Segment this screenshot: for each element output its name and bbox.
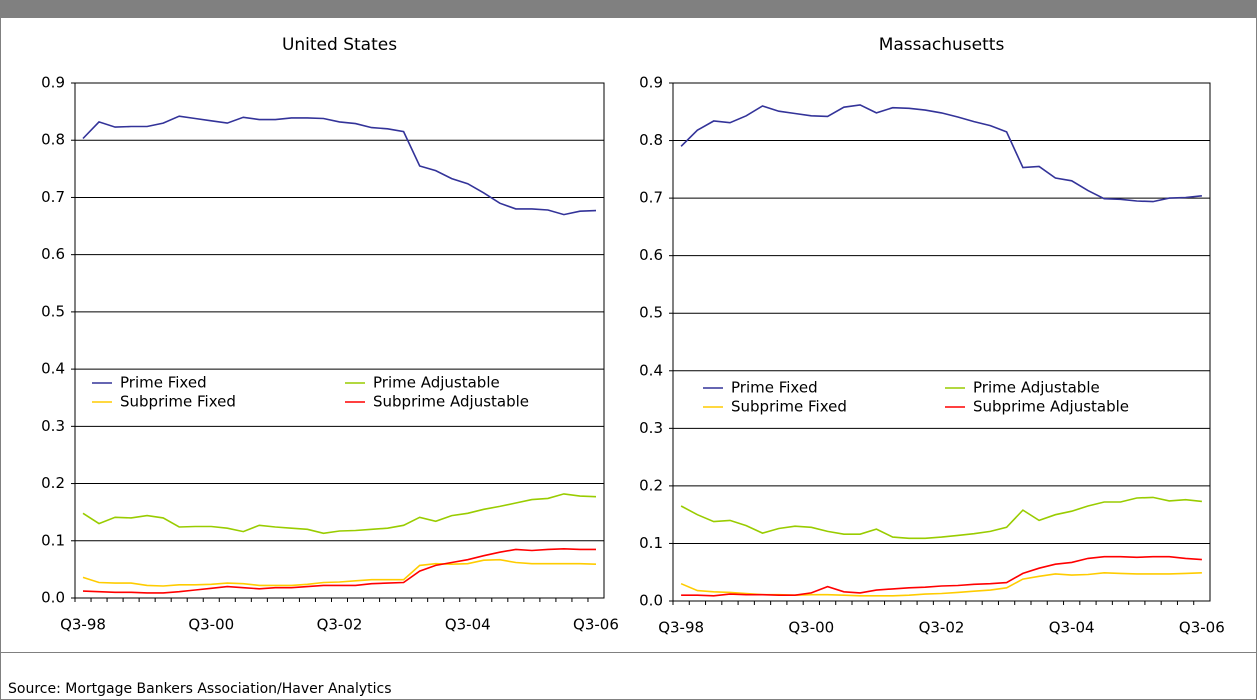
legend-label: Prime Fixed: [120, 374, 207, 392]
y-tick-label: 0.1: [41, 531, 65, 549]
y-tick-label: 0.3: [639, 419, 663, 437]
y-tick-label: 0.9: [41, 74, 65, 92]
legend-label: Prime Fixed: [731, 379, 818, 397]
chart-title: Massachusetts: [879, 35, 1005, 55]
series-line: [82, 493, 597, 535]
plot-area: [74, 82, 605, 599]
chart-title: United States: [282, 35, 397, 55]
source-note: Source: Mortgage Bankers Association/Hav…: [8, 681, 392, 697]
x-tick-label: Q3-06: [573, 616, 619, 634]
series-line: [680, 496, 1202, 540]
y-tick-label: 0.0: [639, 592, 663, 610]
series-line: [82, 547, 596, 594]
y-tick-label: 0.9: [639, 74, 663, 92]
y-tick-label: 0.2: [41, 474, 65, 492]
x-tick-label: Q3-04: [445, 616, 491, 634]
legend-label: Prime Adjustable: [973, 379, 1100, 397]
legend-label: Prime Adjustable: [373, 374, 500, 392]
x-tick-label: Q3-02: [919, 619, 965, 637]
series-line: [82, 558, 597, 587]
x-tick-label: Q3-00: [188, 616, 234, 634]
y-tick-label: 0.5: [41, 302, 65, 320]
y-tick-label: 0.8: [41, 131, 65, 149]
x-tick-label: Q3-02: [317, 616, 363, 634]
x-tick-label: Q3-00: [788, 619, 834, 637]
series-line: [680, 104, 1202, 203]
plot-area: [672, 82, 1211, 602]
y-tick-label: 0.7: [639, 189, 663, 207]
y-tick-label: 0.0: [41, 589, 65, 607]
y-tick-label: 0.3: [41, 417, 65, 435]
series-line: [82, 115, 597, 216]
y-tick-label: 0.8: [639, 131, 663, 149]
x-tick-label: Q3-98: [60, 616, 106, 634]
y-tick-label: 0.7: [41, 188, 65, 206]
y-tick-label: 0.1: [639, 534, 663, 552]
legend-label: Subprime Fixed: [120, 393, 236, 411]
series-line: [681, 555, 1202, 597]
y-tick-label: 0.4: [639, 361, 663, 379]
y-tick-label: 0.5: [639, 304, 663, 322]
y-tick-label: 0.2: [639, 476, 663, 494]
legend-label: Subprime Adjustable: [373, 393, 529, 411]
y-tick-label: 0.6: [41, 245, 65, 263]
x-tick-label: Q3-06: [1179, 619, 1225, 637]
x-tick-label: Q3-04: [1049, 619, 1095, 637]
x-tick-label: Q3-98: [658, 619, 704, 637]
legend-label: Subprime Adjustable: [973, 398, 1129, 416]
y-tick-label: 0.4: [41, 360, 65, 378]
legend-label: Subprime Fixed: [731, 398, 847, 416]
top-bar: [0, 0, 1257, 18]
y-tick-label: 0.6: [639, 246, 663, 264]
